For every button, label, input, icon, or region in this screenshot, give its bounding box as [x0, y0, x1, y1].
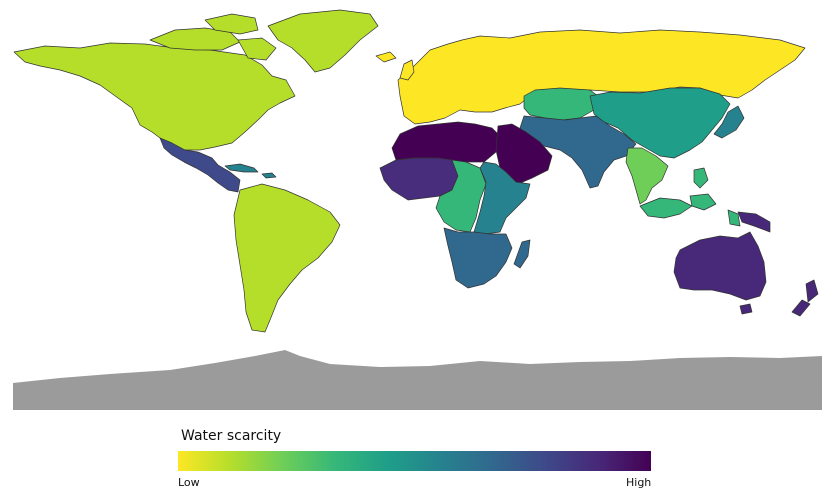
region-oceania[interactable]	[673, 231, 767, 301]
antarctica	[13, 350, 822, 410]
region-europe-russia[interactable]	[397, 29, 806, 125]
region-caribbean-b[interactable]	[261, 172, 277, 179]
region-southern-africa[interactable]	[443, 227, 513, 289]
region-oceania-tasmania[interactable]	[739, 303, 753, 315]
region-middle-east[interactable]	[495, 123, 553, 185]
region-maritime-southeast-asia[interactable]	[639, 197, 693, 219]
region-north-america-islands-b[interactable]	[204, 13, 259, 35]
region-maritime-southeast-asia-b[interactable]	[689, 193, 717, 211]
region-north-america-islands-c[interactable]	[237, 37, 277, 61]
region-maritime-southeast-asia-c[interactable]	[727, 209, 741, 227]
region-maritime-southeast-asia-d[interactable]	[693, 167, 709, 189]
region-central-america[interactable]	[159, 137, 241, 193]
region-north-america[interactable]	[13, 42, 296, 151]
region-south-america[interactable]	[233, 183, 341, 333]
region-new-zealand[interactable]	[805, 279, 819, 303]
region-central-asia[interactable]	[523, 87, 599, 121]
region-greenland[interactable]	[267, 9, 379, 73]
legend-high-label: High	[626, 476, 652, 489]
region-east-asia[interactable]	[589, 87, 731, 159]
region-mainland-southeast-asia[interactable]	[625, 147, 669, 205]
region-oceania-new-guinea[interactable]	[737, 211, 771, 233]
region-japan[interactable]	[713, 105, 745, 139]
region-south-asia[interactable]	[519, 115, 637, 189]
region-europe-uk[interactable]	[399, 59, 415, 81]
legend-title: Water scarcity	[181, 428, 282, 444]
region-caribbean[interactable]	[224, 163, 259, 173]
legend-low-label: Low	[178, 476, 200, 489]
region-north-africa[interactable]	[391, 121, 503, 163]
region-new-zealand-south[interactable]	[791, 299, 811, 317]
region-east-africa[interactable]	[473, 161, 531, 235]
region-europe-iceland[interactable]	[375, 51, 397, 63]
region-madagascar[interactable]	[513, 239, 531, 269]
legend-color-bar	[178, 451, 651, 471]
